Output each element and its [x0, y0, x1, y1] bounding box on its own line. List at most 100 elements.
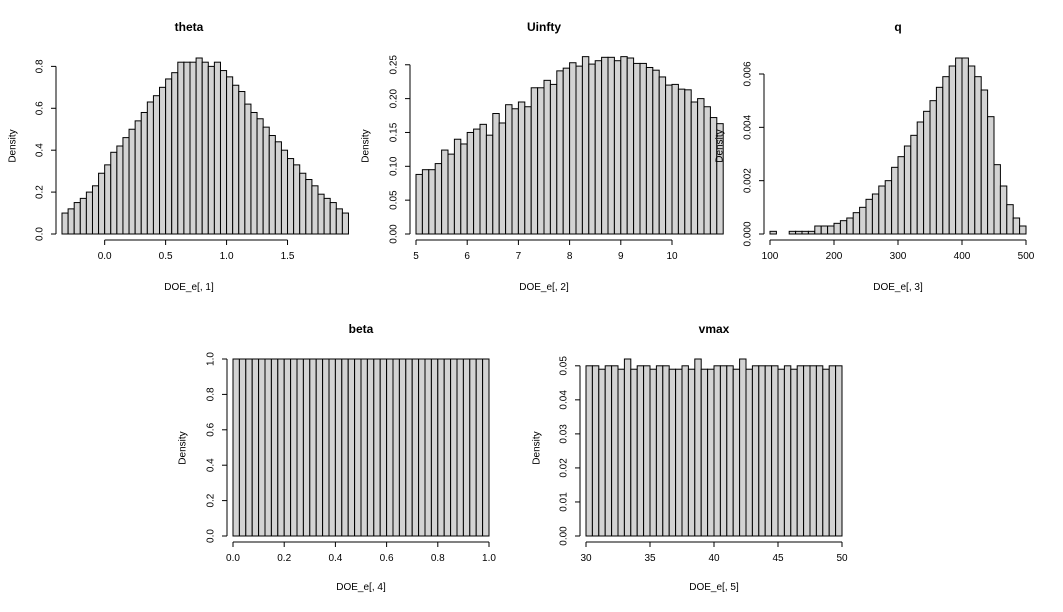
histogram-bar — [543, 79, 551, 235]
histogram-bar — [354, 358, 362, 537]
y-tick-label: 0.4 — [35, 143, 46, 157]
histogram-bar — [110, 151, 118, 235]
histogram-bar — [916, 121, 925, 235]
histogram-bar — [270, 358, 279, 537]
histogram-bar — [665, 84, 673, 235]
histogram-panel-theta: 0.0 0.5 1.0 1.5 0.0 0.2 0.4 0.6 0.8 theta DOE_e[, … — [8, 20, 349, 293]
histogram-bar — [948, 65, 957, 235]
histogram-bar — [993, 164, 1001, 235]
y-tick-label: 0.05 — [389, 190, 400, 210]
histogram-bar — [195, 57, 203, 235]
histogram-bar — [611, 365, 619, 537]
histogram-bar — [777, 368, 785, 537]
y-tick-label: 0.0 — [35, 227, 46, 241]
histogram-bar — [322, 358, 330, 537]
histogram-bar — [165, 78, 173, 235]
histogram-bar — [85, 191, 93, 235]
histogram-bar — [238, 358, 247, 537]
histogram-bar — [764, 365, 773, 537]
histogram-bar — [575, 65, 583, 235]
y-tick-label: 0.03 — [559, 424, 570, 444]
histogram-bar — [67, 208, 75, 235]
histogram-bar — [299, 172, 307, 235]
y-tick-label: 0.000 — [743, 221, 754, 246]
histogram-bar — [955, 57, 963, 235]
x-tick-label: 10 — [666, 251, 678, 262]
histogram-bar — [244, 103, 252, 235]
histogram-bar — [871, 193, 880, 235]
histogram-bar — [751, 365, 760, 537]
histogram-bar — [537, 87, 545, 235]
y-tick-label: 0.0 — [206, 529, 217, 543]
x-tick-label: 300 — [890, 251, 907, 262]
histogram-bar — [492, 113, 500, 235]
x-tick-label: 100 — [762, 251, 779, 262]
histogram-bar — [591, 365, 600, 537]
y-tick-label: 0.006 — [743, 61, 754, 86]
y-tick-label: 0.6 — [35, 101, 46, 115]
histogram-bar — [469, 358, 477, 537]
histogram-bar — [783, 365, 792, 537]
histogram-bar — [668, 368, 677, 537]
histogram-bar — [128, 128, 136, 235]
histogram-bar — [903, 145, 912, 235]
histogram-bar — [283, 358, 292, 537]
x-tick-label: 0.0 — [98, 251, 112, 262]
x-tick-label: 0.0 — [226, 553, 240, 564]
histogram-bar — [226, 76, 234, 235]
histogram-bar — [317, 193, 325, 235]
y-axis-label: Density — [8, 129, 19, 162]
histogram-bar — [719, 365, 728, 537]
histogram-bar — [232, 84, 240, 235]
histogram-bar — [796, 365, 805, 537]
x-tick-label: 5 — [413, 251, 419, 262]
y-tick-label: 0.8 — [35, 59, 46, 73]
histogram-bar — [859, 206, 867, 235]
histogram-bar — [213, 61, 221, 235]
histogram-bar — [498, 122, 507, 235]
histogram-bar — [482, 358, 490, 537]
histogram-bar — [700, 368, 709, 537]
y-tick-label: 0.004 — [743, 114, 754, 139]
histogram-bar — [809, 365, 817, 537]
histogram-bar — [652, 69, 660, 235]
histogram-bar — [633, 62, 641, 235]
histogram-bar — [116, 145, 124, 235]
histogram-bar — [450, 358, 458, 537]
histogram-bar — [684, 89, 692, 235]
x-axis-label: DOE_e[, 1] — [164, 282, 214, 293]
histogram-bar — [379, 358, 388, 537]
histogram-bar — [122, 137, 130, 235]
histogram-bar — [935, 86, 944, 235]
histogram-bar — [601, 56, 609, 235]
histogram-bar — [636, 365, 645, 537]
histogram-bar — [645, 66, 654, 235]
histogram-bar — [328, 358, 336, 537]
histogram-bar — [473, 128, 481, 235]
histogram-bar — [366, 358, 375, 537]
histogram-bar — [795, 230, 803, 235]
histogram-bar — [264, 358, 272, 537]
y-tick-label: 0.00 — [559, 526, 570, 546]
histogram-bar — [98, 172, 106, 235]
histogram-bar — [707, 368, 715, 537]
histogram-bar — [967, 65, 976, 235]
x-tick-label: 200 — [826, 251, 843, 262]
x-axis-label: DOE_e[, 5] — [689, 582, 739, 593]
histogram-bar — [405, 358, 413, 537]
histogram-bar — [341, 212, 349, 235]
histogram-bar — [942, 76, 950, 235]
histogram-bar — [630, 368, 638, 537]
histogram-bar — [505, 104, 513, 235]
histogram-bar — [598, 368, 606, 537]
histogram-bar — [833, 222, 841, 235]
histogram-bar — [309, 358, 317, 537]
histogram-bar — [655, 365, 664, 537]
histogram-bar — [335, 208, 343, 235]
histogram-bar — [373, 358, 381, 537]
x-tick-label: 9 — [618, 251, 624, 262]
histogram-bar — [428, 169, 436, 235]
histogram-bar — [980, 89, 989, 235]
histogram-bar — [713, 365, 721, 537]
